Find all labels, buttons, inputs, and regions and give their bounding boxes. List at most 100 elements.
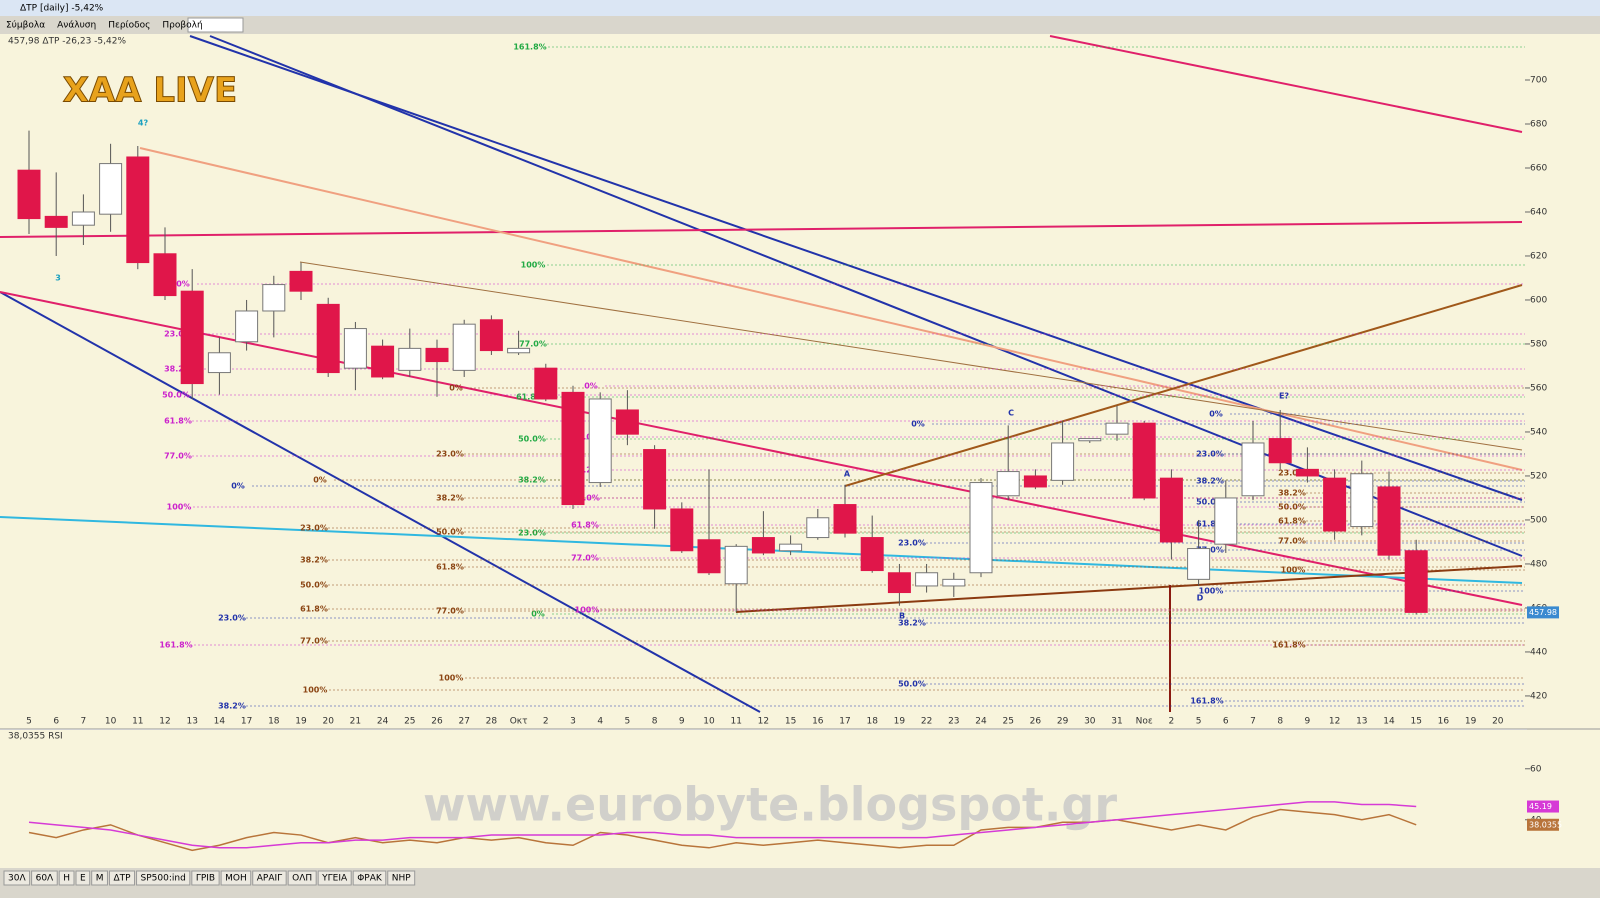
candle-body	[17, 169, 41, 220]
annotation: 23.0%	[898, 539, 926, 548]
annotation: 100%	[575, 606, 600, 615]
candle-body	[316, 303, 340, 374]
header-quote: 457,98 ΔTP -26,23 -5,42%	[8, 37, 126, 47]
candle-body	[996, 471, 1020, 497]
tab[interactable]	[191, 870, 220, 886]
menu-item[interactable]: Προβολή	[162, 21, 202, 31]
x-tick-label: 13	[186, 717, 197, 727]
title-bar	[0, 0, 1600, 16]
annotation: 38.2%	[300, 556, 328, 565]
x-tick-label: 17	[241, 717, 252, 727]
annotation: 100%	[167, 503, 192, 512]
tab-label[interactable]: ΥΓΕΙΑ	[321, 874, 348, 884]
annotation: 161.8%	[513, 43, 546, 52]
tab-label[interactable]: ΑΡΑΙΓ	[257, 874, 282, 884]
tab[interactable]	[31, 870, 58, 886]
annotation: 50.0%	[898, 680, 926, 689]
x-tick-label: 2	[1169, 717, 1175, 727]
tab-label[interactable]: ΟΛΠ	[292, 874, 312, 884]
tab[interactable]	[75, 870, 91, 886]
annotation: 100%	[303, 686, 328, 695]
candle-body	[398, 347, 422, 371]
y-tick-label: 580	[1530, 339, 1547, 349]
tab[interactable]	[252, 870, 287, 886]
candle-body	[262, 284, 286, 312]
last-value-label: 45.19	[1529, 802, 1552, 811]
candle-body	[860, 537, 884, 572]
window-title: ΔTP [daily] -5,42%	[20, 4, 104, 14]
y-tick-label: 500	[1530, 515, 1547, 525]
y-tick-label: 640	[1530, 207, 1547, 217]
tab-label[interactable]: SP500:ind	[141, 874, 186, 884]
candle-body	[180, 290, 204, 385]
menu-item[interactable]: Περίοδος	[108, 21, 150, 31]
tab-label[interactable]: ΝΗΡ	[392, 874, 412, 884]
x-tick-label: 17	[839, 717, 850, 727]
annotation: 23.0%	[218, 614, 246, 623]
x-tick-label: 3	[570, 717, 576, 727]
candle-body	[1051, 442, 1075, 481]
tab[interactable]	[220, 870, 252, 886]
annotation: 100%	[1199, 587, 1224, 596]
tab-label[interactable]: ΔTP	[113, 874, 131, 884]
annotation: 23.0%	[518, 529, 546, 538]
candle-body	[942, 578, 966, 587]
tab-label[interactable]: ΓΡΙΒ	[196, 874, 215, 884]
x-tick-label: 24	[377, 717, 389, 727]
x-tick-label: 5	[1196, 717, 1202, 727]
tab[interactable]	[287, 870, 317, 886]
annotation: 61.8%	[436, 563, 464, 572]
candle-body	[1377, 486, 1401, 556]
x-tick-label: 8	[1277, 717, 1283, 727]
tab-label[interactable]: ΜΟΗ	[225, 874, 247, 884]
annotation: 100%	[439, 674, 464, 683]
annotation: 161.8%	[1190, 697, 1223, 706]
tab-label[interactable]: ΦΡΑΚ	[357, 874, 383, 884]
symbol-input[interactable]	[187, 17, 244, 33]
tab-label[interactable]: 30Λ	[8, 874, 26, 884]
annotation: 100%	[521, 261, 546, 270]
x-tick-label: 19	[894, 717, 906, 727]
annotation: 77.0%	[436, 607, 464, 616]
x-tick-label: 14	[1383, 717, 1395, 727]
annotation: B	[899, 612, 905, 621]
candle-body	[289, 270, 313, 292]
x-tick-label: 2	[543, 717, 549, 727]
tab[interactable]	[387, 870, 416, 886]
y-tick-label: 60	[1530, 764, 1542, 774]
annotation: E?	[1279, 392, 1289, 401]
x-tick-label: Οκτ	[510, 717, 528, 727]
tab[interactable]	[108, 870, 136, 886]
tab[interactable]	[3, 870, 31, 886]
tab-label[interactable]: E	[80, 874, 86, 884]
annotation: 100%	[1281, 566, 1306, 575]
tab-label[interactable]: H	[63, 874, 70, 884]
panel-label: 38,0355 RSI	[8, 732, 63, 742]
tab[interactable]	[352, 870, 387, 886]
x-tick-label: 29	[1057, 717, 1069, 727]
last-price-box	[1527, 606, 1559, 619]
annotation: 0%	[176, 280, 190, 289]
tab-label[interactable]: M	[96, 874, 104, 884]
x-tick-label: 16	[1438, 717, 1450, 727]
annotation: D	[1197, 594, 1204, 603]
tab-label[interactable]: 60Λ	[36, 874, 54, 884]
tab[interactable]	[91, 870, 108, 886]
candle-body	[643, 449, 667, 510]
tab[interactable]	[317, 870, 352, 886]
annotation: 23.0%	[300, 524, 328, 533]
x-tick-label: 11	[730, 717, 741, 727]
x-tick-label: 19	[295, 717, 307, 727]
x-tick-label: 12	[159, 717, 170, 727]
menu-item[interactable]: Ανάλυση	[57, 21, 96, 31]
candle-body	[126, 156, 150, 264]
x-tick-label: 30	[1084, 717, 1096, 727]
x-tick-label: 18	[268, 717, 280, 727]
annotation: 38.2%	[898, 619, 926, 628]
x-tick-label: 9	[679, 717, 685, 727]
annotation: 0%	[1209, 410, 1223, 419]
tab[interactable]	[58, 870, 75, 886]
menu-item[interactable]: Σύμβολα	[6, 20, 45, 31]
tab[interactable]	[136, 870, 191, 886]
candle-body	[724, 545, 748, 585]
